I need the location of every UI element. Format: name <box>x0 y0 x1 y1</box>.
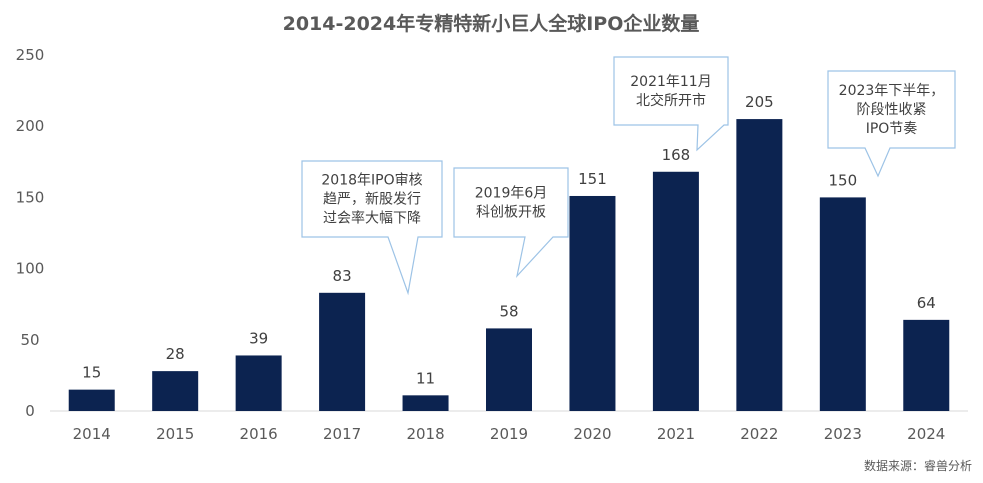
bar-2020 <box>569 195 616 411</box>
value-label-2020: 151 <box>578 170 607 188</box>
y-tick-label: 150 <box>16 188 45 206</box>
callout-text-line: 过会率大幅下降 <box>323 210 421 227</box>
value-label-2014: 15 <box>82 364 101 382</box>
y-tick-label: 50 <box>20 331 39 349</box>
bar-2018 <box>402 395 449 411</box>
value-label-2024: 64 <box>917 294 936 312</box>
x-tick-label-2016: 2016 <box>240 425 278 443</box>
value-label-2019: 58 <box>499 302 518 320</box>
callout-text-line: 北交所开市 <box>636 92 706 109</box>
callout-text-line: 科创板开板 <box>476 205 546 221</box>
bar-2021 <box>652 171 699 411</box>
callout-text-line: 2018年IPO审核 <box>321 173 422 189</box>
bar-2015 <box>152 371 199 411</box>
bar-2023 <box>819 197 866 411</box>
callout-box <box>301 160 443 296</box>
bar-2016 <box>235 355 282 411</box>
y-axis: 0 50 100 150 200 250 <box>16 46 45 420</box>
chart-title: 2014-2024年专精特新小巨人全球IPO企业数量 <box>283 12 700 35</box>
y-tick-label: 0 <box>25 402 35 420</box>
x-tick-label-2014: 2014 <box>73 425 111 443</box>
value-label-2017: 83 <box>333 267 352 285</box>
callout-box <box>613 56 729 152</box>
y-tick-label: 250 <box>16 46 45 64</box>
callout-text-line: IPO节奏 <box>866 121 918 137</box>
x-tick-label-2015: 2015 <box>156 425 194 443</box>
bar-2019 <box>486 328 532 411</box>
bar-2017 <box>319 292 366 411</box>
value-label-2018: 11 <box>416 369 435 387</box>
bar-2014 <box>68 389 115 411</box>
callout-2023: 2023年下半年， 阶段性收紧 IPO节奏 <box>827 70 956 178</box>
value-labels: 15 28 39 83 11 58 151 168 205 150 64 <box>82 93 936 387</box>
callout-text-line: 2023年下半年， <box>839 83 945 99</box>
x-tick-label-2024: 2024 <box>907 425 945 443</box>
y-tick-label: 100 <box>16 260 45 278</box>
annotations: 2018年IPO审核趋严，新股发行过会率大幅下降2019年6月科创板开板2021… <box>301 56 956 296</box>
x-tick-label-2018: 2018 <box>406 425 444 443</box>
callout-box <box>827 70 956 178</box>
callout-text-line: 趋严，新股发行 <box>323 192 421 208</box>
value-label-2023: 150 <box>828 171 857 189</box>
bars <box>68 119 950 411</box>
x-tick-label-2021: 2021 <box>657 425 695 443</box>
value-label-2022: 205 <box>745 93 774 111</box>
x-tick-label-2019: 2019 <box>490 425 528 443</box>
bar-2022 <box>736 119 783 411</box>
value-label-2016: 39 <box>249 329 268 347</box>
source-note: 数据来源：睿兽分析 <box>864 458 972 473</box>
y-tick-label: 200 <box>16 117 45 135</box>
value-label-2015: 28 <box>166 345 185 363</box>
x-tick-label-2022: 2022 <box>740 425 778 443</box>
callout-box <box>453 167 569 278</box>
value-label-2021: 168 <box>662 146 691 164</box>
callout-text-line: 阶段性收紧 <box>857 102 927 118</box>
callout-text-line: 2021年11月 <box>630 74 711 90</box>
x-tick-label-2023: 2023 <box>824 425 862 443</box>
x-tick-label-2017: 2017 <box>323 425 361 443</box>
x-tick-label-2020: 2020 <box>573 425 611 443</box>
bar-2024 <box>903 319 950 411</box>
x-axis: 2014 2015 2016 2017 2018 2019 2020 2021 2022 2023… <box>73 425 946 443</box>
callout-text-line: 2019年6月 <box>475 186 548 202</box>
